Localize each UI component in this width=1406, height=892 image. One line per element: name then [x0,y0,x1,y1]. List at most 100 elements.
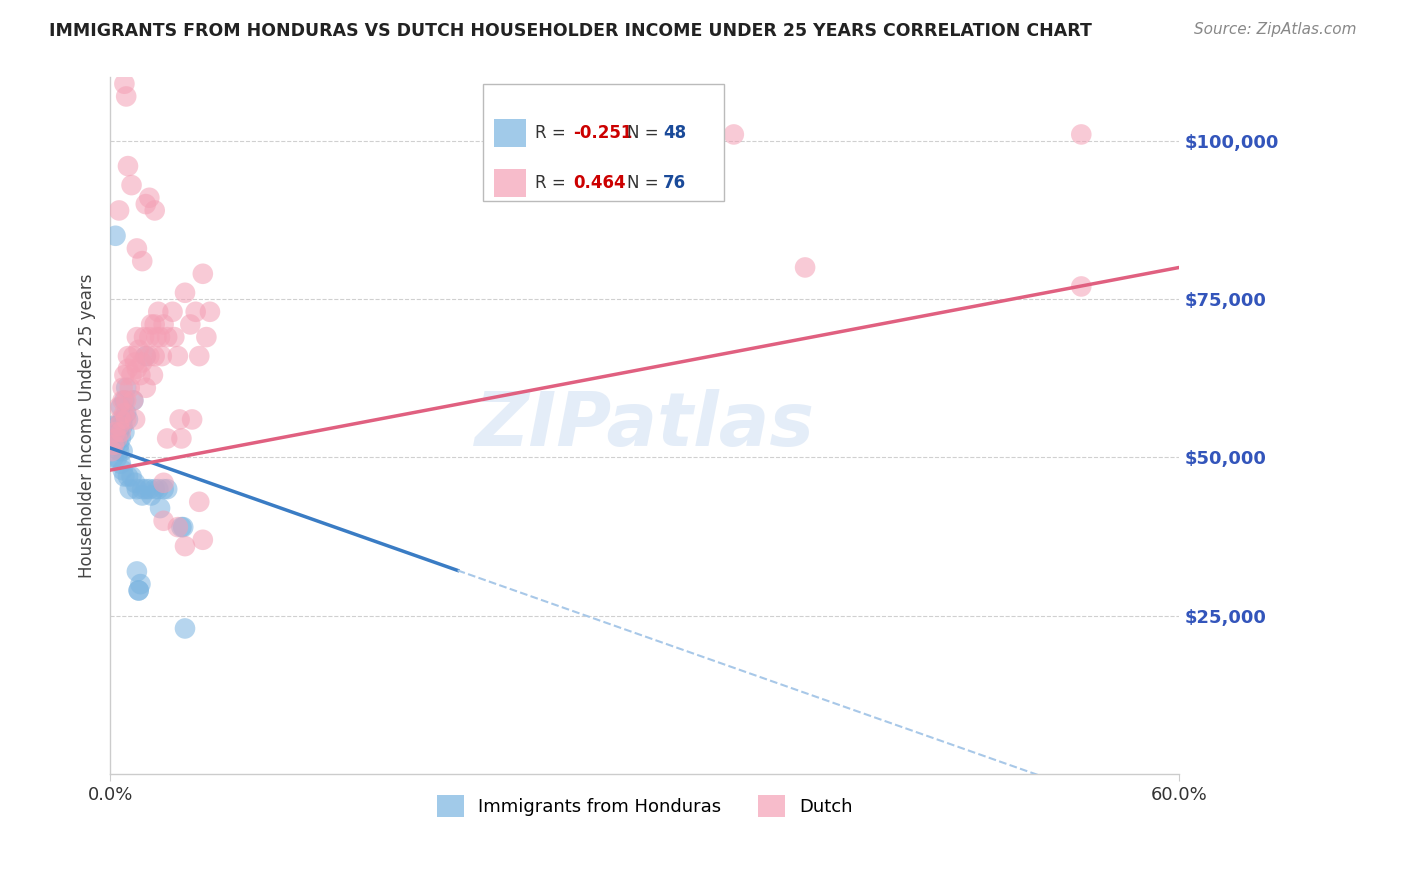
Point [118,482,141,496]
Point [167,520,190,534]
Text: 76: 76 [662,174,686,193]
Point [131,488,153,502]
Point [131,355,153,369]
Point [181,412,204,426]
Point [104,432,127,446]
Point [135,381,157,395]
Point [138,349,160,363]
Y-axis label: Householder Income Under 25 years: Householder Income Under 25 years [79,274,96,578]
Point [115,89,138,103]
Point [135,349,157,363]
Text: IMMIGRANTS FROM HONDURAS VS DUTCH HOUSEHOLDER INCOME UNDER 25 YEARS CORRELATION : IMMIGRANTS FROM HONDURAS VS DUTCH HOUSEH… [49,22,1092,40]
Point [118,381,141,395]
Point [105,432,128,446]
Point [152,482,174,496]
Point [156,330,179,344]
Point [115,412,138,426]
Point [135,482,157,496]
Point [174,622,197,636]
Point [143,318,166,332]
Point [108,444,131,458]
Point [129,577,152,591]
Point [111,444,134,458]
Point [115,393,138,408]
Point [1070,279,1092,293]
Point [138,330,160,344]
Point [108,425,131,439]
Point [101,438,124,452]
Point [112,406,135,420]
Point [121,368,143,383]
Point [139,488,162,502]
Point [156,432,179,446]
Point [125,565,148,579]
Point [125,330,148,344]
Point [108,418,131,433]
Point [135,197,157,211]
Point [167,349,190,363]
Point [124,475,146,490]
Point [191,267,214,281]
Point [110,425,132,439]
Point [129,368,152,383]
Point [162,305,184,319]
Point [108,438,131,452]
Point [117,349,139,363]
Point [148,482,170,496]
Point [148,305,170,319]
Text: ZIPatlas: ZIPatlas [475,389,814,462]
Point [124,355,146,369]
Point [184,305,207,319]
Point [108,400,131,414]
Point [188,349,211,363]
Point [132,330,155,344]
Bar [494,120,526,147]
Bar [494,169,526,197]
Point [195,330,218,344]
Point [131,254,153,268]
Text: -0.251: -0.251 [574,124,633,142]
Point [104,438,127,452]
Point [103,450,125,465]
Text: 0.464: 0.464 [574,174,626,193]
Point [143,203,166,218]
Point [179,318,201,332]
Point [138,191,160,205]
Legend: Immigrants from Honduras, Dutch: Immigrants from Honduras, Dutch [430,788,860,824]
Point [111,418,134,433]
Point [125,361,148,376]
Point [112,77,135,91]
Point [112,368,135,383]
Point [112,425,135,439]
Point [138,482,160,496]
Point [150,349,173,363]
Point [117,159,139,173]
Point [101,444,124,458]
Point [108,203,131,218]
Point [105,418,128,433]
Point [794,260,817,275]
Point [117,412,139,426]
Point [115,406,138,420]
Point [117,469,139,483]
Point [112,469,135,483]
Point [170,432,193,446]
Point [143,482,166,496]
Point [169,412,191,426]
Point [128,343,150,357]
Point [170,520,193,534]
Text: R =: R = [534,174,571,193]
Point [111,463,134,477]
Point [149,501,172,516]
Point [1070,128,1092,142]
Point [156,482,179,496]
Point [117,361,139,376]
Point [135,349,157,363]
Point [115,381,138,395]
Point [124,412,146,426]
Point [145,330,167,344]
Point [112,393,135,408]
Point [152,318,174,332]
Point [163,330,186,344]
Text: R =: R = [534,124,571,142]
